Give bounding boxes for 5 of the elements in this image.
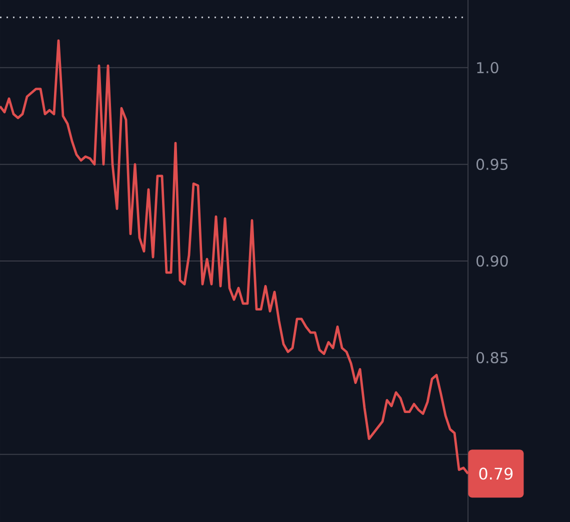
y-tick-label: 1.0 bbox=[477, 62, 498, 74]
y-tick-label: 0.90 bbox=[476, 255, 508, 267]
y-tick-label: 0.85 bbox=[476, 352, 508, 364]
text: 0.79 bbox=[479, 468, 513, 480]
y-tick-label: 0.95 bbox=[476, 158, 508, 170]
